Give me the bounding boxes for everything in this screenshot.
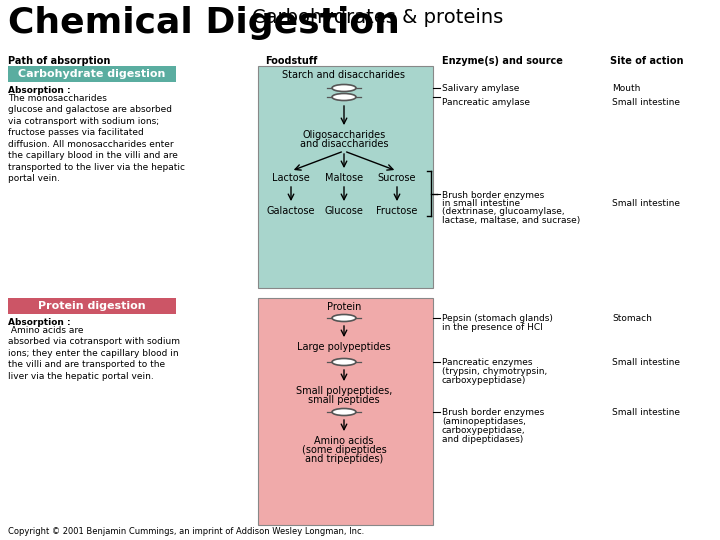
Text: Protein digestion: Protein digestion [38,301,146,311]
Ellipse shape [332,84,356,91]
Text: Enzyme(s) and source: Enzyme(s) and source [442,56,563,66]
Text: and tripeptides): and tripeptides) [305,454,383,464]
Text: Chemical Digestion: Chemical Digestion [8,6,400,40]
Text: Amino acids are
absorbed via cotransport with sodium
ions; they enter the capill: Amino acids are absorbed via cotransport… [8,326,180,381]
Text: Copyright © 2001 Benjamin Cummings, an imprint of Addison Wesley Longman, Inc.: Copyright © 2001 Benjamin Cummings, an i… [8,527,364,536]
Text: Path of absorption: Path of absorption [8,56,110,66]
Text: lactase, maltase, and sucrase): lactase, maltase, and sucrase) [442,215,580,225]
Text: Glucose: Glucose [325,206,364,216]
Text: carboxypeptidase): carboxypeptidase) [442,376,526,385]
Text: Small intestine: Small intestine [612,408,680,417]
Text: Oligosaccharides: Oligosaccharides [302,130,386,140]
Ellipse shape [332,408,356,415]
Ellipse shape [332,359,356,366]
Text: Carbohydrate digestion: Carbohydrate digestion [18,69,166,79]
Text: carboxypeptidase,: carboxypeptidase, [442,426,526,435]
Text: small peptides: small peptides [308,395,380,405]
Text: Fructose: Fructose [377,206,418,216]
Text: (trypsin, chymotrypsin,: (trypsin, chymotrypsin, [442,367,547,376]
Text: Pepsin (stomach glands): Pepsin (stomach glands) [442,314,553,323]
Text: Protein: Protein [327,302,361,312]
Text: Site of action: Site of action [610,56,683,66]
Text: Mouth: Mouth [612,84,640,93]
Text: Lactose: Lactose [272,173,310,183]
Text: Small polypeptides,: Small polypeptides, [296,386,392,396]
Text: Sucrose: Sucrose [378,173,416,183]
Text: Galactose: Galactose [266,206,315,216]
Ellipse shape [332,93,356,100]
Text: Pancreatic enzymes: Pancreatic enzymes [442,358,533,367]
Text: Pancreatic amylase: Pancreatic amylase [442,98,530,107]
FancyBboxPatch shape [258,298,433,525]
FancyBboxPatch shape [258,66,433,288]
Text: and disaccharides: and disaccharides [300,139,388,149]
Text: and dipeptidases): and dipeptidases) [442,435,523,444]
Text: Absorption :: Absorption : [8,318,71,327]
Text: in the presence of HCl: in the presence of HCl [442,323,543,332]
FancyBboxPatch shape [8,66,176,82]
Text: Small intestine: Small intestine [612,199,680,208]
Text: Brush border enzymes: Brush border enzymes [442,408,544,417]
Text: (aminopeptidases,: (aminopeptidases, [442,417,526,426]
Text: (some dipeptides: (some dipeptides [302,445,387,455]
FancyBboxPatch shape [8,298,176,314]
Text: Salivary amylase: Salivary amylase [442,84,519,93]
Text: The monosaccharides
glucose and galactose are absorbed
via cotransport with sodi: The monosaccharides glucose and galactos… [8,94,185,183]
Text: Starch and disaccharides: Starch and disaccharides [282,70,405,80]
Text: Brush border enzymes: Brush border enzymes [442,192,544,200]
Text: in small intestine: in small intestine [442,199,520,208]
Text: Absorption :: Absorption : [8,86,71,95]
Text: Small intestine: Small intestine [612,98,680,107]
Text: Amino acids: Amino acids [314,436,374,446]
Ellipse shape [332,314,356,321]
Text: Maltose: Maltose [325,173,363,183]
Text: Small intestine: Small intestine [612,358,680,367]
Text: Stomach: Stomach [612,314,652,323]
Text: (dextrinase, glucoamylase,: (dextrinase, glucoamylase, [442,207,564,217]
Text: Large polypeptides: Large polypeptides [297,342,391,352]
Text: Carbohydrates & proteins: Carbohydrates & proteins [252,8,503,27]
Text: Foodstuff: Foodstuff [265,56,318,66]
